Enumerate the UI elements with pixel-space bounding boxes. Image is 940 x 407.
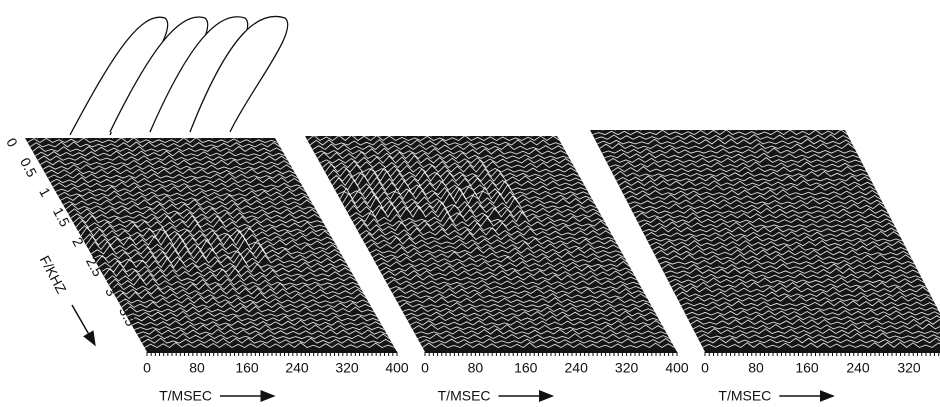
x-tick-label: 0	[701, 360, 709, 376]
x-tick-label: 80	[189, 360, 205, 376]
x-axis-label: T/MSEC	[438, 388, 491, 404]
x-tick-label: 0	[421, 360, 429, 376]
ridge	[25, 133, 275, 138]
x-tick-label: 160	[795, 360, 819, 376]
x-axis-label: T/MSEC	[159, 388, 212, 404]
y-tick-label: 0	[3, 135, 21, 150]
x-tick-label: 0	[143, 360, 151, 376]
figure: 0 80 160 240 320 400 T/MSEC 0 80 160 240 320 400 T/MS…	[0, 0, 940, 407]
y-tick-label: 2	[69, 235, 87, 250]
ridge	[590, 125, 845, 130]
y-axis-label: F/KHZ	[37, 253, 70, 297]
x-tick-label: 320	[335, 360, 359, 376]
x-tick-label: 320	[615, 360, 639, 376]
ridge	[305, 131, 557, 136]
x-tick-label: 240	[565, 360, 589, 376]
spectrogram-surfaces	[25, 16, 940, 356]
y-axis-arrow	[72, 305, 95, 345]
x-tick-label: 240	[285, 360, 309, 376]
x-tick-label: 160	[235, 360, 259, 376]
x-tick-label: 400	[665, 360, 689, 376]
x-tick-label: 320	[897, 360, 921, 376]
x-tick-label: 400	[385, 360, 409, 376]
y-tick-label: 1	[36, 185, 54, 200]
x-axis-label: T/MSEC	[718, 388, 771, 404]
x-tick-label: 80	[468, 360, 484, 376]
x-tick-label: 240	[846, 360, 870, 376]
x-tick-label: 160	[514, 360, 538, 376]
x-tick-label: 80	[748, 360, 764, 376]
